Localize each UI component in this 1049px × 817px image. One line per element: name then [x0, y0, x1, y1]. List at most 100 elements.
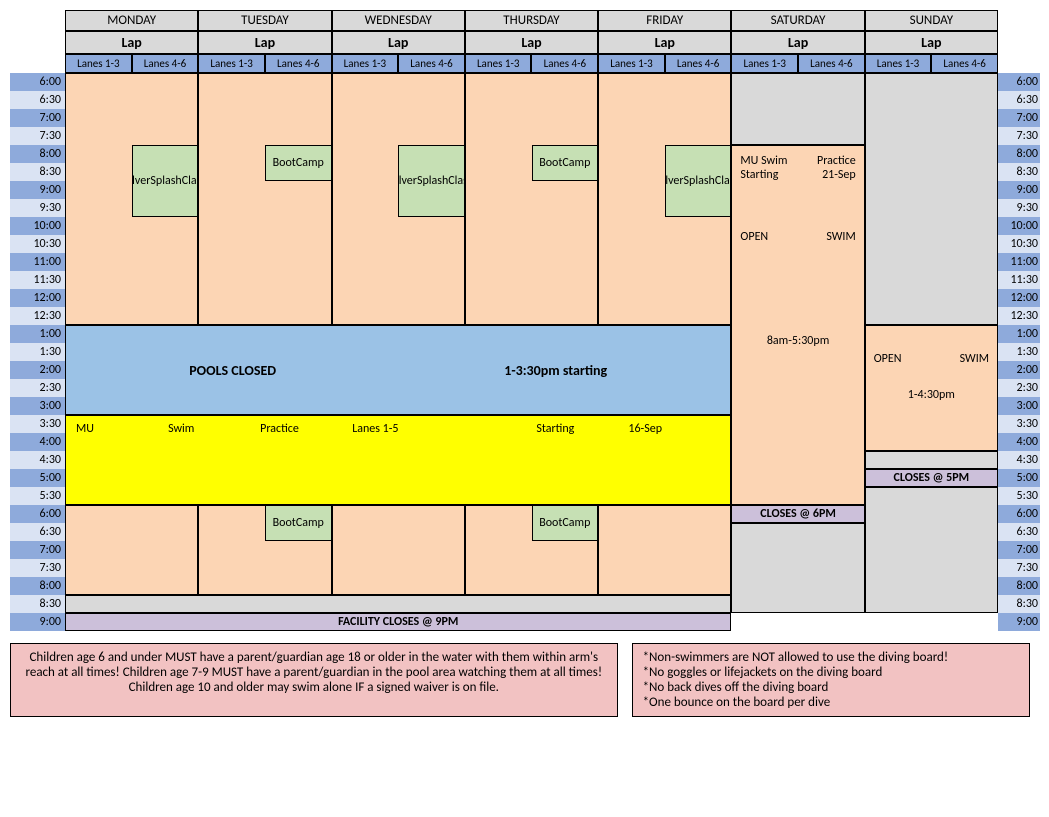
time-label: 9:00: [10, 181, 65, 199]
block-mu-swim: MUSwimPracticeLanes 1-5Starting16-Sep: [65, 415, 731, 505]
lane-header: Lanes 4-6: [398, 54, 465, 73]
time-label: 10:30: [998, 235, 1040, 253]
time-label: 10:30: [10, 235, 65, 253]
lap-header: Lap: [332, 31, 465, 54]
time-label: 7:30: [998, 559, 1040, 577]
time-label: 5:30: [10, 487, 65, 505]
time-label: 8:30: [10, 595, 65, 613]
time-label: 4:00: [998, 433, 1040, 451]
time-label: 12:00: [10, 289, 65, 307]
lane-header: Lanes 4-6: [132, 54, 199, 73]
day-header-row: MONDAYTUESDAYWEDNESDAYTHURSDAYFRIDAYSATU…: [10, 10, 1040, 31]
time-label: 7:30: [998, 127, 1040, 145]
time-label: 8:00: [998, 577, 1040, 595]
rule-line: *Non-swimmers are NOT allowed to use the…: [643, 650, 1019, 665]
rules-row: Children age 6 and under MUST have a par…: [10, 643, 1030, 717]
lane-header: Lanes 4-6: [931, 54, 998, 73]
time-label: 2:30: [10, 379, 65, 397]
day-header-tuesday: TUESDAY: [198, 10, 331, 31]
day-header-monday: MONDAY: [65, 10, 198, 31]
time-label: 3:00: [998, 397, 1040, 415]
block-sun-early: [865, 73, 998, 325]
block-weekday-8-30gap: [65, 595, 731, 613]
lane-header: Lanes 1-3: [865, 54, 932, 73]
rules-children: Children age 6 and under MUST have a par…: [10, 643, 618, 717]
time-label: 2:30: [998, 379, 1040, 397]
block-sat-late: [731, 523, 864, 613]
lap-header: Lap: [65, 31, 198, 54]
time-label: 7:00: [998, 109, 1040, 127]
lane-header: Lanes 1-3: [598, 54, 665, 73]
time-label: 12:00: [998, 289, 1040, 307]
time-label: 6:00: [10, 505, 65, 523]
time-label: 4:30: [998, 451, 1040, 469]
time-label: 8:00: [10, 577, 65, 595]
block-mon-open-pm: [65, 505, 198, 595]
rule-line: *No goggles or lifejackets on the diving…: [643, 665, 1019, 680]
time-label: 5:00: [10, 469, 65, 487]
time-label: 11:30: [998, 271, 1040, 289]
block-sun-gap: [865, 451, 998, 469]
time-label: 3:00: [10, 397, 65, 415]
time-label: 9:30: [998, 199, 1040, 217]
lane-header: Lanes 1-3: [731, 54, 798, 73]
block-thu-boot-am: BootCamp: [532, 145, 599, 181]
time-label: 11:00: [10, 253, 65, 271]
time-label: 11:00: [998, 253, 1040, 271]
time-label: 1:00: [998, 325, 1040, 343]
time-label: 6:30: [10, 91, 65, 109]
day-header-thursday: THURSDAY: [465, 10, 598, 31]
time-label: 5:00: [998, 469, 1040, 487]
block-wed-silver: SilverSplashClass: [398, 145, 465, 217]
time-label: 4:00: [10, 433, 65, 451]
block-thu-open-am: [465, 73, 598, 325]
block-facility-closes: FACILITY CLOSES @ 9PM: [65, 613, 731, 631]
lane-header: Lanes 4-6: [665, 54, 732, 73]
rule-line: *One bounce on the board per dive: [643, 695, 1019, 710]
rule-line: *No back dives off the diving board: [643, 680, 1019, 695]
block-tue-boot-am: BootCamp: [265, 145, 332, 181]
block-pools-closed: POOLS CLOSED1-3:30pm starting: [65, 325, 731, 415]
lap-header-row: LapLapLapLapLapLapLap: [10, 31, 1040, 54]
time-label: 7:30: [10, 559, 65, 577]
time-label: 8:00: [10, 145, 65, 163]
time-label: 8:30: [998, 595, 1040, 613]
time-column-left: 6:006:307:007:308:008:309:009:3010:0010:…: [10, 73, 65, 631]
lap-header: Lap: [598, 31, 731, 54]
time-label: 9:00: [10, 613, 65, 631]
time-label: 1:00: [10, 325, 65, 343]
lane-header-row: Lanes 1-3Lanes 4-6Lanes 1-3Lanes 4-6Lane…: [10, 54, 1040, 73]
time-label: 6:30: [998, 523, 1040, 541]
time-label: 2:00: [998, 361, 1040, 379]
schedule-body: 6:006:307:007:308:008:309:009:3010:0010:…: [10, 73, 1040, 631]
time-label: 12:30: [10, 307, 65, 325]
block-sun-closes: CLOSES @ 5PM: [865, 469, 998, 487]
time-label: 8:30: [998, 163, 1040, 181]
block-mon-silver: SilverSplashClass: [132, 145, 199, 217]
time-label: 8:30: [10, 163, 65, 181]
time-label: 10:00: [10, 217, 65, 235]
lap-header: Lap: [198, 31, 331, 54]
time-label: 5:30: [998, 487, 1040, 505]
time-label: 11:30: [10, 271, 65, 289]
lane-header: Lanes 1-3: [65, 54, 132, 73]
time-label: 6:00: [998, 73, 1040, 91]
day-header-wednesday: WEDNESDAY: [332, 10, 465, 31]
time-label: 7:00: [998, 541, 1040, 559]
time-label: 8:00: [998, 145, 1040, 163]
rules-diving: *Non-swimmers are NOT allowed to use the…: [632, 643, 1030, 717]
day-header-saturday: SATURDAY: [731, 10, 864, 31]
time-label: 7:30: [10, 127, 65, 145]
time-label: 12:30: [998, 307, 1040, 325]
lane-header: Lanes 4-6: [531, 54, 598, 73]
lane-header: Lanes 1-3: [465, 54, 532, 73]
block-sun-open: OPENSWIM1-4:30pm: [865, 325, 998, 451]
block-sat-open: MU SwimPracticeStarting21-SepOPENSWIM8am…: [731, 145, 864, 505]
lane-header: Lanes 1-3: [198, 54, 265, 73]
block-fri-silver: SilverSplashClass: [665, 145, 732, 217]
time-label: 6:00: [998, 505, 1040, 523]
block-tue-open-am: [198, 73, 331, 325]
time-label: 1:30: [10, 343, 65, 361]
block-sun-late: [865, 487, 998, 613]
block-sat-early: [731, 73, 864, 145]
